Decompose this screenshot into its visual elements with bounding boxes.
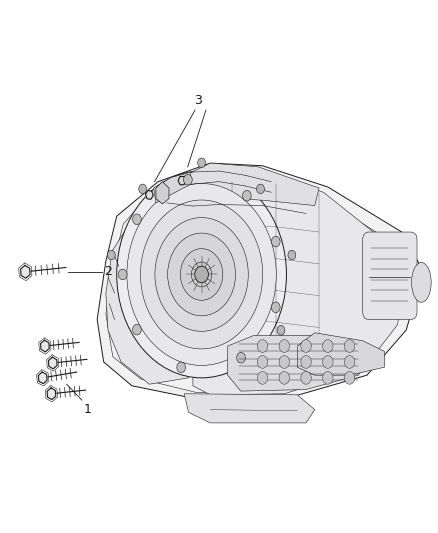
Polygon shape [297, 333, 385, 375]
Polygon shape [145, 190, 153, 199]
Text: 3: 3 [194, 94, 201, 108]
Polygon shape [49, 357, 57, 369]
Circle shape [195, 266, 208, 282]
Circle shape [277, 326, 285, 335]
Circle shape [198, 158, 205, 167]
Text: 1: 1 [83, 403, 91, 416]
Polygon shape [106, 183, 188, 384]
Circle shape [301, 356, 311, 368]
Circle shape [257, 356, 268, 368]
Circle shape [107, 251, 115, 260]
Circle shape [127, 183, 276, 366]
Circle shape [344, 340, 355, 352]
Circle shape [155, 217, 248, 332]
Circle shape [322, 340, 333, 352]
Circle shape [168, 233, 236, 316]
Circle shape [257, 372, 268, 384]
Circle shape [180, 248, 223, 300]
Polygon shape [154, 172, 191, 203]
Circle shape [141, 200, 263, 349]
Circle shape [288, 251, 296, 260]
Circle shape [118, 269, 127, 280]
Text: 2: 2 [104, 265, 112, 278]
Polygon shape [228, 335, 371, 391]
Ellipse shape [412, 263, 431, 302]
Circle shape [301, 340, 311, 352]
Polygon shape [97, 163, 424, 399]
Circle shape [191, 262, 212, 287]
Circle shape [272, 302, 280, 313]
Polygon shape [193, 171, 406, 395]
Circle shape [177, 362, 186, 373]
Circle shape [279, 356, 290, 368]
Polygon shape [47, 388, 56, 400]
Circle shape [133, 324, 141, 335]
Circle shape [184, 174, 192, 185]
Circle shape [139, 184, 147, 193]
Polygon shape [38, 372, 47, 384]
Circle shape [322, 356, 333, 368]
Circle shape [272, 236, 280, 247]
Polygon shape [41, 340, 49, 352]
Circle shape [117, 171, 286, 378]
Circle shape [257, 340, 268, 352]
Polygon shape [178, 176, 186, 185]
Circle shape [279, 340, 290, 352]
Circle shape [344, 372, 355, 384]
Circle shape [133, 214, 141, 224]
Circle shape [257, 184, 265, 193]
Polygon shape [184, 394, 315, 423]
Polygon shape [167, 163, 319, 206]
FancyBboxPatch shape [363, 232, 417, 319]
Circle shape [279, 372, 290, 384]
Polygon shape [21, 265, 30, 278]
Circle shape [237, 352, 245, 363]
Polygon shape [156, 182, 169, 204]
Circle shape [344, 356, 355, 368]
Circle shape [243, 190, 251, 201]
Circle shape [301, 372, 311, 384]
Circle shape [322, 372, 333, 384]
